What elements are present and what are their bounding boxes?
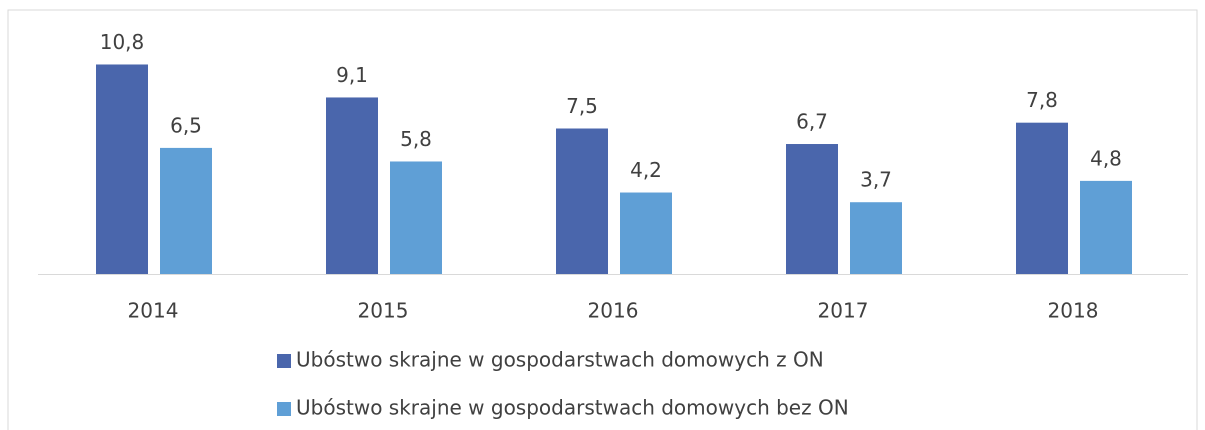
- legend-swatch: [277, 354, 291, 368]
- bar: [96, 64, 148, 274]
- data-label: 7,5: [566, 94, 598, 118]
- x-tick-label: 2018: [1048, 299, 1099, 323]
- data-label: 6,5: [170, 113, 202, 137]
- bar: [556, 128, 608, 274]
- x-tick-label: 2014: [128, 299, 179, 323]
- chart-border: [7, 9, 1198, 430]
- x-tick-label: 2015: [358, 299, 409, 323]
- bar: [786, 144, 838, 274]
- data-label: 10,8: [100, 30, 145, 54]
- bar: [326, 97, 378, 275]
- bar: [1016, 122, 1068, 275]
- legend-label: Ubóstwo skrajne w gospodarstwach domowyc…: [296, 348, 824, 372]
- data-label: 9,1: [336, 63, 368, 87]
- bar: [850, 202, 902, 274]
- data-label: 6,7: [796, 110, 828, 134]
- data-label: 4,8: [1090, 146, 1122, 170]
- bar: [1080, 180, 1132, 274]
- bar: [160, 147, 212, 274]
- data-label: 4,2: [630, 158, 662, 182]
- data-label: 7,8: [1026, 88, 1058, 112]
- legend-label: Ubóstwo skrajne w gospodarstwach domowyc…: [296, 396, 849, 420]
- x-tick-label: 2017: [818, 299, 869, 323]
- data-label: 5,8: [400, 127, 432, 151]
- bar: [390, 161, 442, 274]
- data-label: 3,7: [860, 168, 892, 192]
- legend-swatch: [277, 402, 291, 416]
- bar: [620, 192, 672, 274]
- x-tick-label: 2016: [588, 299, 639, 323]
